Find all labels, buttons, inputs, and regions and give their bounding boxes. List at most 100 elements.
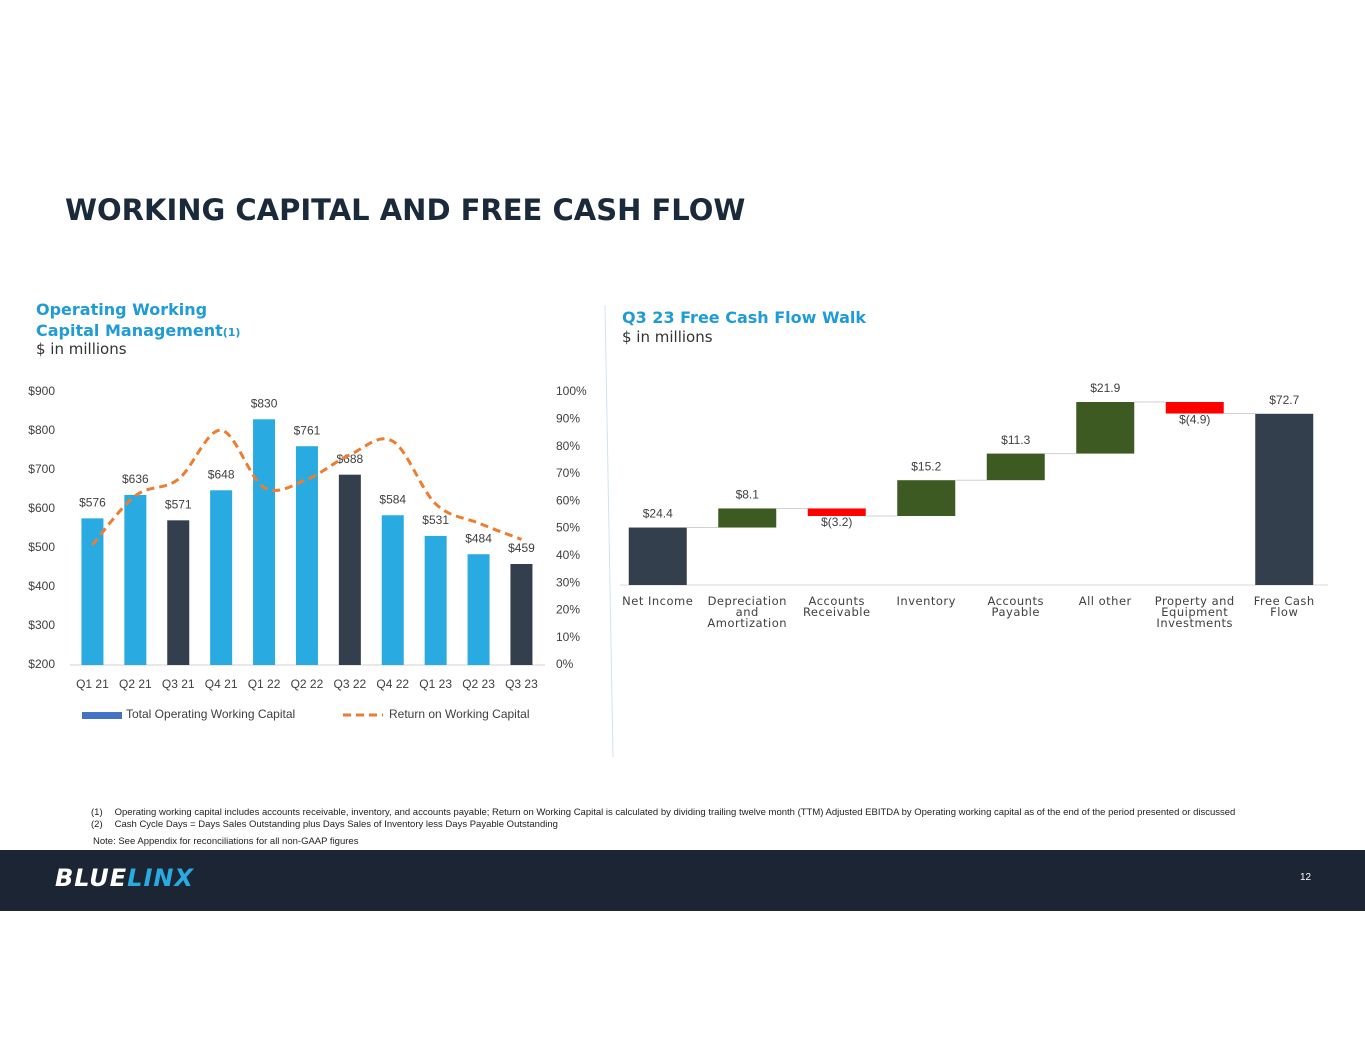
bar [897, 480, 956, 516]
x-tick-label: Q3 22 [333, 677, 366, 691]
y2-tick-label: 0% [556, 657, 574, 671]
logo-right: LINX [127, 864, 194, 892]
slide-title: WORKING CAPITAL AND FREE CASH FLOW [65, 193, 746, 227]
y-tick-label: $900 [28, 384, 55, 398]
bar [718, 508, 777, 528]
legend-label: Return on Working Capital [389, 707, 530, 721]
y2-tick-label: 100% [556, 384, 587, 398]
footnote-text: Operating working capital includes accou… [114, 807, 1236, 818]
y2-tick-label: 90% [556, 411, 580, 425]
value-label: $72.7 [1269, 393, 1299, 407]
x-tick-label: Q1 23 [419, 677, 452, 691]
note: Note: See Appendix for reconciliations f… [93, 836, 359, 847]
value-label: $(4.9) [1179, 413, 1210, 427]
y-tick-label: $200 [28, 657, 55, 671]
x-tick-label: Q3 23 [505, 677, 538, 691]
value-label: $484 [465, 531, 492, 545]
value-label: $571 [165, 497, 192, 511]
bar [381, 515, 404, 665]
bar [338, 474, 361, 665]
value-label: $(3.2) [821, 515, 852, 529]
y2-tick-label: 80% [556, 439, 580, 453]
x-tick-label: Q2 21 [119, 677, 152, 691]
x-tick-label: Net Income [622, 594, 694, 608]
title-note: (1) [222, 326, 241, 339]
bar [986, 453, 1045, 481]
value-label: $459 [508, 541, 535, 555]
logo-left: BLUE [55, 864, 128, 892]
value-label: $21.9 [1090, 381, 1120, 395]
y-tick-label: $600 [28, 501, 55, 515]
bar [510, 563, 533, 665]
y2-tick-label: 10% [556, 630, 580, 644]
value-label: $11.3 [1001, 433, 1030, 447]
bar [253, 419, 276, 665]
bar [1076, 402, 1135, 454]
x-tick-label: All other [1078, 594, 1132, 608]
y2-tick-label: 20% [556, 603, 580, 617]
bar [467, 554, 490, 665]
value-label: $830 [251, 396, 278, 410]
bar [1255, 413, 1314, 585]
y2-tick-label: 70% [556, 466, 580, 480]
footnote: (1) Operating working capital includes ac… [91, 807, 1235, 818]
x-tick-label: Depreciation and Amortization [707, 594, 788, 630]
value-label: $648 [208, 467, 235, 481]
bar [167, 520, 190, 665]
footnote: (2) Cash Cycle Days = Days Sales Outstand… [91, 819, 558, 830]
y-tick-label: $700 [28, 462, 55, 476]
line-series [91, 428, 522, 546]
value-label: $531 [422, 513, 449, 527]
logo: BLUELINX [55, 864, 194, 892]
x-tick-label: Q1 21 [76, 677, 109, 691]
chart-title-text: Operating Working Capital Management [36, 300, 223, 340]
value-label: $636 [122, 472, 149, 486]
x-tick-label: Accounts Receivable [802, 594, 871, 619]
divider [604, 304, 614, 758]
value-label: $688 [336, 452, 363, 466]
x-tick-label: Accounts Payable [987, 594, 1044, 619]
bar [295, 446, 318, 665]
chart-subtitle: $ in millions [36, 340, 127, 358]
x-tick-label: Q1 22 [248, 677, 281, 691]
y-tick-label: $400 [28, 579, 55, 593]
x-tick-label: Free Cash Flow [1253, 594, 1315, 619]
legend-swatch [82, 712, 122, 719]
bar [124, 494, 147, 665]
y2-tick-label: 30% [556, 575, 580, 589]
x-tick-label: Q4 21 [205, 677, 238, 691]
bar [628, 527, 687, 585]
value-label: $761 [294, 423, 321, 437]
x-tick-label: Q4 22 [376, 677, 409, 691]
x-tick-label: Q2 22 [291, 677, 324, 691]
chart-subtitle: $ in millions [622, 328, 713, 346]
y2-tick-label: 50% [556, 521, 580, 535]
footnote-marker: (1) [91, 807, 103, 818]
footnote-marker: (2) [91, 819, 103, 830]
chart-title: Operating Working Capital Management(1) [36, 299, 246, 343]
value-label: $24.4 [643, 507, 673, 521]
x-tick-label: Q2 23 [462, 677, 495, 691]
value-label: $584 [379, 492, 406, 506]
value-label: $15.2 [911, 459, 941, 473]
value-label: $8.1 [736, 488, 760, 502]
bar [210, 490, 233, 665]
chart-title: Q3 23 Free Cash Flow Walk [622, 308, 866, 327]
bar [424, 535, 447, 665]
bar [807, 508, 866, 516]
bar [81, 518, 104, 665]
y-tick-label: $500 [28, 540, 55, 554]
y2-tick-label: 60% [556, 493, 580, 507]
bar [1165, 402, 1224, 414]
y-tick-label: $300 [28, 618, 55, 632]
x-tick-label: Property and Equipment Investments [1154, 594, 1235, 630]
x-tick-label: Q3 21 [162, 677, 195, 691]
y-tick-label: $800 [28, 423, 55, 437]
page-number: 12 [1300, 872, 1312, 883]
x-tick-label: Inventory [896, 594, 956, 608]
legend-label: Total Operating Working Capital [126, 707, 295, 721]
footer-band [0, 850, 1365, 911]
value-label: $576 [79, 496, 106, 510]
